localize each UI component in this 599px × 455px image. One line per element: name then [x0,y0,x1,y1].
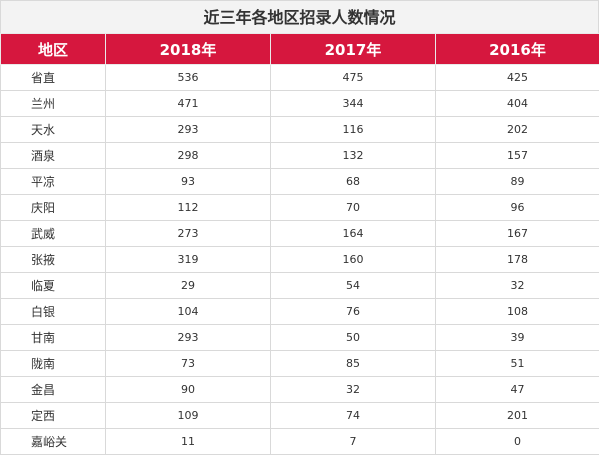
table-row: 武威 273 164 167 [0,220,599,247]
value-2017-cell: 160 [270,246,436,273]
value-2018-cell: 29 [105,272,271,299]
value-2017-cell: 475 [270,64,436,91]
value-2016-cell: 202 [435,116,599,143]
table-row: 定西 109 74 201 [0,402,599,429]
table-row: 庆阳 112 70 96 [0,194,599,221]
region-cell: 定西 [0,402,106,429]
region-cell: 张掖 [0,246,106,273]
table-row: 金昌 90 32 47 [0,376,599,403]
value-2017-cell: 74 [270,402,436,429]
region-cell: 酒泉 [0,142,106,169]
value-2018-cell: 109 [105,402,271,429]
value-2016-cell: 201 [435,402,599,429]
value-2016-cell: 96 [435,194,599,221]
value-2017-cell: 54 [270,272,436,299]
value-2016-cell: 167 [435,220,599,247]
value-2016-cell: 0 [435,428,599,455]
value-2016-cell: 32 [435,272,599,299]
region-cell: 临夏 [0,272,106,299]
value-2016-cell: 108 [435,298,599,325]
value-2018-cell: 104 [105,298,271,325]
region-cell: 金昌 [0,376,106,403]
value-2018-cell: 11 [105,428,271,455]
value-2018-cell: 90 [105,376,271,403]
table-row: 陇南 73 85 51 [0,350,599,377]
value-2018-cell: 298 [105,142,271,169]
value-2016-cell: 425 [435,64,599,91]
value-2018-cell: 93 [105,168,271,195]
value-2017-cell: 116 [270,116,436,143]
table-row: 天水 293 116 202 [0,116,599,143]
value-2018-cell: 471 [105,90,271,117]
table-row: 酒泉 298 132 157 [0,142,599,169]
table-row: 甘南 293 50 39 [0,324,599,351]
table-body: 省直 536 475 425 兰州 471 344 404 天水 293 116 202 酒泉 298 13… [0,64,599,455]
region-cell: 省直 [0,64,106,91]
value-2018-cell: 273 [105,220,271,247]
value-2017-cell: 85 [270,350,436,377]
region-cell: 平凉 [0,168,106,195]
table-row: 省直 536 475 425 [0,64,599,91]
header-row: 地区 2018年 2017年 2016年 [0,33,599,65]
region-cell: 庆阳 [0,194,106,221]
value-2016-cell: 178 [435,246,599,273]
value-2017-cell: 76 [270,298,436,325]
value-2017-cell: 164 [270,220,436,247]
recruitment-table: 地区 2018年 2017年 2016年 省直 536 475 425 兰州 471 344… [0,33,599,455]
value-2018-cell: 293 [105,116,271,143]
header-2017: 2017年 [270,33,436,65]
table-row: 兰州 471 344 404 [0,90,599,117]
header-2018: 2018年 [105,33,271,65]
value-2018-cell: 536 [105,64,271,91]
table-row: 张掖 319 160 178 [0,246,599,273]
value-2017-cell: 70 [270,194,436,221]
value-2017-cell: 68 [270,168,436,195]
value-2017-cell: 132 [270,142,436,169]
table-row: 白银 104 76 108 [0,298,599,325]
region-cell: 嘉峪关 [0,428,106,455]
table-row: 平凉 93 68 89 [0,168,599,195]
value-2018-cell: 293 [105,324,271,351]
table-row: 嘉峪关 11 7 0 [0,428,599,455]
value-2016-cell: 51 [435,350,599,377]
value-2016-cell: 89 [435,168,599,195]
table-title: 近三年各地区招录人数情况 [0,0,599,33]
value-2018-cell: 73 [105,350,271,377]
value-2016-cell: 404 [435,90,599,117]
table-row: 临夏 29 54 32 [0,272,599,299]
region-cell: 兰州 [0,90,106,117]
region-cell: 白银 [0,298,106,325]
value-2018-cell: 319 [105,246,271,273]
region-cell: 陇南 [0,350,106,377]
header-region: 地区 [0,33,106,65]
value-2017-cell: 344 [270,90,436,117]
value-2016-cell: 47 [435,376,599,403]
value-2017-cell: 32 [270,376,436,403]
region-cell: 甘南 [0,324,106,351]
value-2017-cell: 7 [270,428,436,455]
region-cell: 武威 [0,220,106,247]
value-2016-cell: 39 [435,324,599,351]
value-2017-cell: 50 [270,324,436,351]
region-cell: 天水 [0,116,106,143]
value-2016-cell: 157 [435,142,599,169]
value-2018-cell: 112 [105,194,271,221]
header-2016: 2016年 [435,33,599,65]
